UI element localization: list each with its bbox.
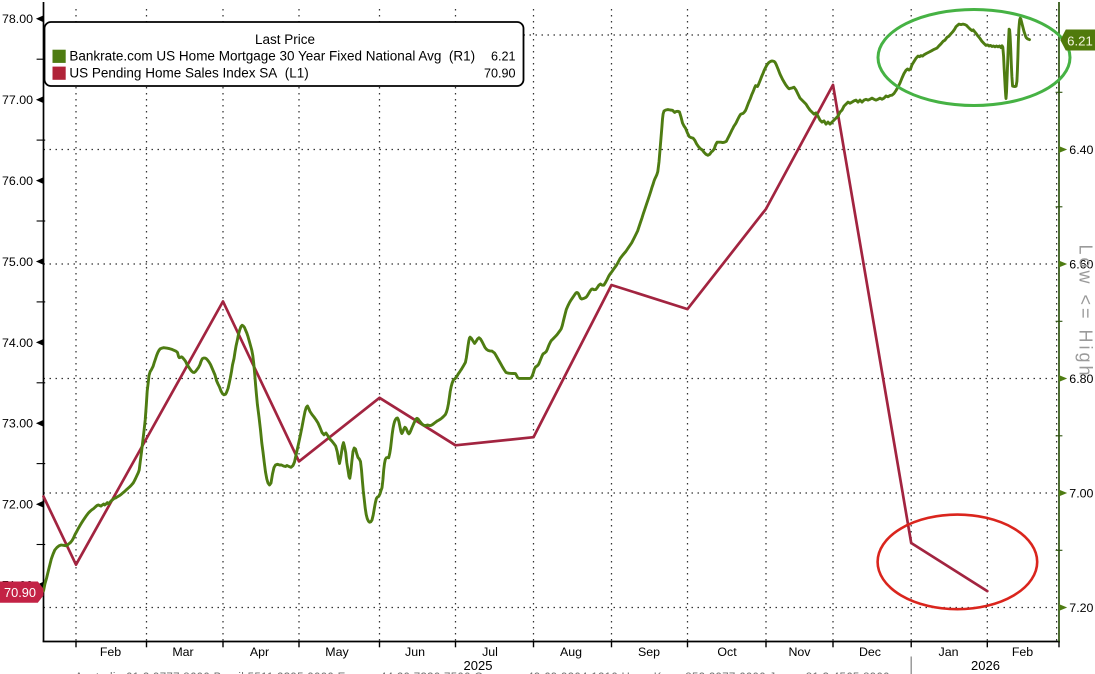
- svg-text:Low <= High: Low <= High: [1076, 244, 1095, 378]
- svg-text:Dec: Dec: [859, 645, 881, 659]
- svg-text:Mar: Mar: [172, 645, 193, 659]
- svg-text:78.00: 78.00: [2, 12, 33, 26]
- svg-text:Jul: Jul: [482, 645, 498, 659]
- svg-text:Bankrate.com US Home Mortgage: Bankrate.com US Home Mortgage 30 Year Fi…: [69, 49, 475, 64]
- svg-text:Apr: Apr: [250, 645, 269, 659]
- svg-text:Nov: Nov: [788, 645, 811, 659]
- svg-text:2026: 2026: [971, 658, 1000, 673]
- svg-text:6.60: 6.60: [1069, 257, 1093, 271]
- svg-text:6.40: 6.40: [1069, 143, 1093, 157]
- svg-text:7.00: 7.00: [1069, 486, 1093, 500]
- svg-text:May: May: [325, 645, 349, 659]
- svg-text:2025: 2025: [464, 658, 493, 673]
- svg-text:70.90: 70.90: [484, 67, 516, 81]
- svg-text:Jan: Jan: [939, 645, 959, 659]
- svg-text:US Pending Home Sales Index SA: US Pending Home Sales Index SA (L1): [69, 66, 308, 81]
- svg-text:6.21: 6.21: [1067, 33, 1093, 48]
- svg-text:Feb: Feb: [1012, 645, 1033, 659]
- svg-text:7.20: 7.20: [1069, 601, 1093, 615]
- svg-text:Feb: Feb: [100, 645, 121, 659]
- svg-text:72.00: 72.00: [2, 498, 33, 512]
- svg-text:Australia 61 2 9777 8600 Brazi: Australia 61 2 9777 8600 Brazil 5511 239…: [75, 672, 890, 674]
- svg-text:Oct: Oct: [717, 645, 737, 659]
- svg-text:Last Price: Last Price: [255, 32, 315, 47]
- svg-text:76.00: 76.00: [2, 174, 33, 188]
- svg-text:70.90: 70.90: [4, 585, 36, 600]
- svg-text:74.00: 74.00: [2, 336, 33, 350]
- svg-text:Sep: Sep: [638, 645, 660, 659]
- svg-text:73.00: 73.00: [2, 417, 33, 431]
- svg-text:Aug: Aug: [560, 645, 582, 659]
- svg-text:6.21: 6.21: [491, 50, 516, 64]
- svg-text:Jun: Jun: [405, 645, 425, 659]
- svg-text:6.80: 6.80: [1069, 372, 1093, 386]
- svg-text:75.00: 75.00: [2, 255, 33, 269]
- svg-text:77.00: 77.00: [2, 93, 33, 107]
